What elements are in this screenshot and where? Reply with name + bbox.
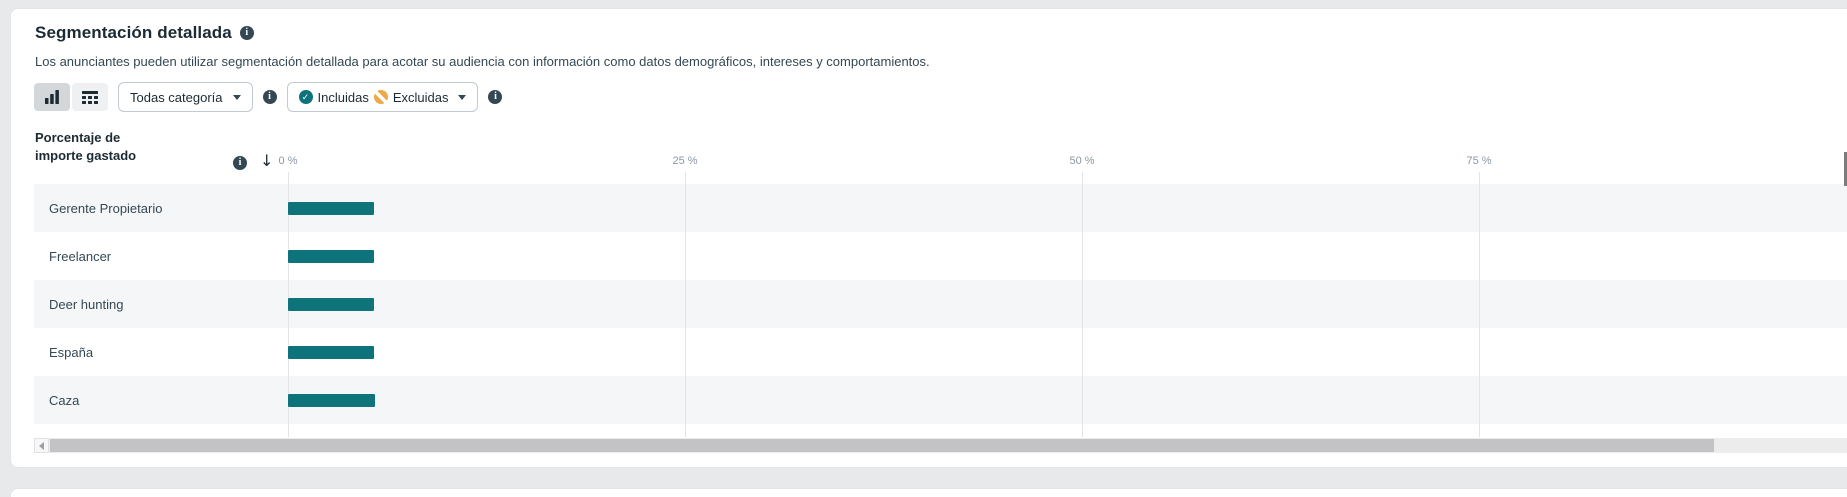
spend-bar[interactable] xyxy=(288,297,374,311)
title-info-icon[interactable]: i xyxy=(239,26,254,40)
scrollbar-thumb[interactable] xyxy=(50,439,1714,452)
axis-tick-label: 25 % xyxy=(672,155,698,167)
view-toggle-group xyxy=(34,83,108,111)
chart-view-button[interactable] xyxy=(34,83,70,111)
category-info-icon[interactable]: i xyxy=(262,90,277,104)
excluded-slash-icon xyxy=(373,90,388,104)
spend-bar[interactable] xyxy=(288,345,374,359)
included-check-icon: ✓ xyxy=(298,90,313,104)
excluded-label: Excluidas xyxy=(392,89,449,105)
spend-bar[interactable] xyxy=(288,249,374,263)
chart-row: Freelancer xyxy=(34,232,1847,280)
card-description: Los anunciantes pueden utilizar segmenta… xyxy=(35,54,930,69)
toolbar: Todas categoría i ✓ Incluidas Excluidas … xyxy=(34,82,503,112)
row-label: España xyxy=(49,344,94,360)
row-label: Caza xyxy=(49,392,80,408)
category-dropdown[interactable]: Todas categoría xyxy=(118,82,253,112)
spend-info-icon[interactable]: i xyxy=(233,156,247,170)
chevron-down-icon xyxy=(232,94,241,100)
axis-tick-label: 50 % xyxy=(1069,155,1095,167)
next-card-top-edge xyxy=(10,488,1847,497)
vertical-scrollbar-fragment[interactable] xyxy=(1844,152,1847,186)
include-info-icon[interactable]: i xyxy=(488,90,503,104)
axis-tick-label: 0 % xyxy=(278,155,298,167)
sort-descending-icon[interactable]: ↓ xyxy=(260,151,274,170)
row-label: Deer hunting xyxy=(49,296,124,312)
chart-row: Deer hunting xyxy=(34,280,1847,328)
chevron-down-icon xyxy=(458,94,467,100)
scroll-left-button[interactable] xyxy=(34,438,49,453)
detailed-targeting-card: Segmentación detallada i Los anunciantes… xyxy=(10,8,1847,468)
arrow-left-icon xyxy=(39,441,44,450)
page-title: Segmentación detallada xyxy=(35,23,232,42)
row-label: Gerente Propietario xyxy=(49,200,163,216)
chart-row: España xyxy=(34,328,1847,376)
chart-row: Gerente Propietario xyxy=(34,184,1847,232)
table-icon xyxy=(82,90,98,104)
chart-axis-title: Porcentaje de importe gastado xyxy=(35,130,137,163)
bar-chart-icon xyxy=(44,90,60,104)
table-view-button[interactable] xyxy=(72,83,108,111)
category-dropdown-value: Todas categoría xyxy=(130,89,223,105)
spend-bar[interactable] xyxy=(288,393,376,407)
chart-row: Caza xyxy=(34,376,1847,424)
include-exclude-dropdown[interactable]: ✓ Incluidas Excluidas xyxy=(286,82,479,112)
spend-bar[interactable] xyxy=(288,201,374,215)
included-label: Incluidas xyxy=(317,89,369,105)
horizontal-scrollbar[interactable] xyxy=(34,438,1847,453)
row-label: Freelancer xyxy=(49,248,112,264)
axis-tick-label: 75 % xyxy=(1466,155,1492,167)
chart-rows: Gerente Propietario Freelancer Deer huntin… xyxy=(34,184,1847,424)
card-header: Segmentación detallada i xyxy=(35,23,254,43)
